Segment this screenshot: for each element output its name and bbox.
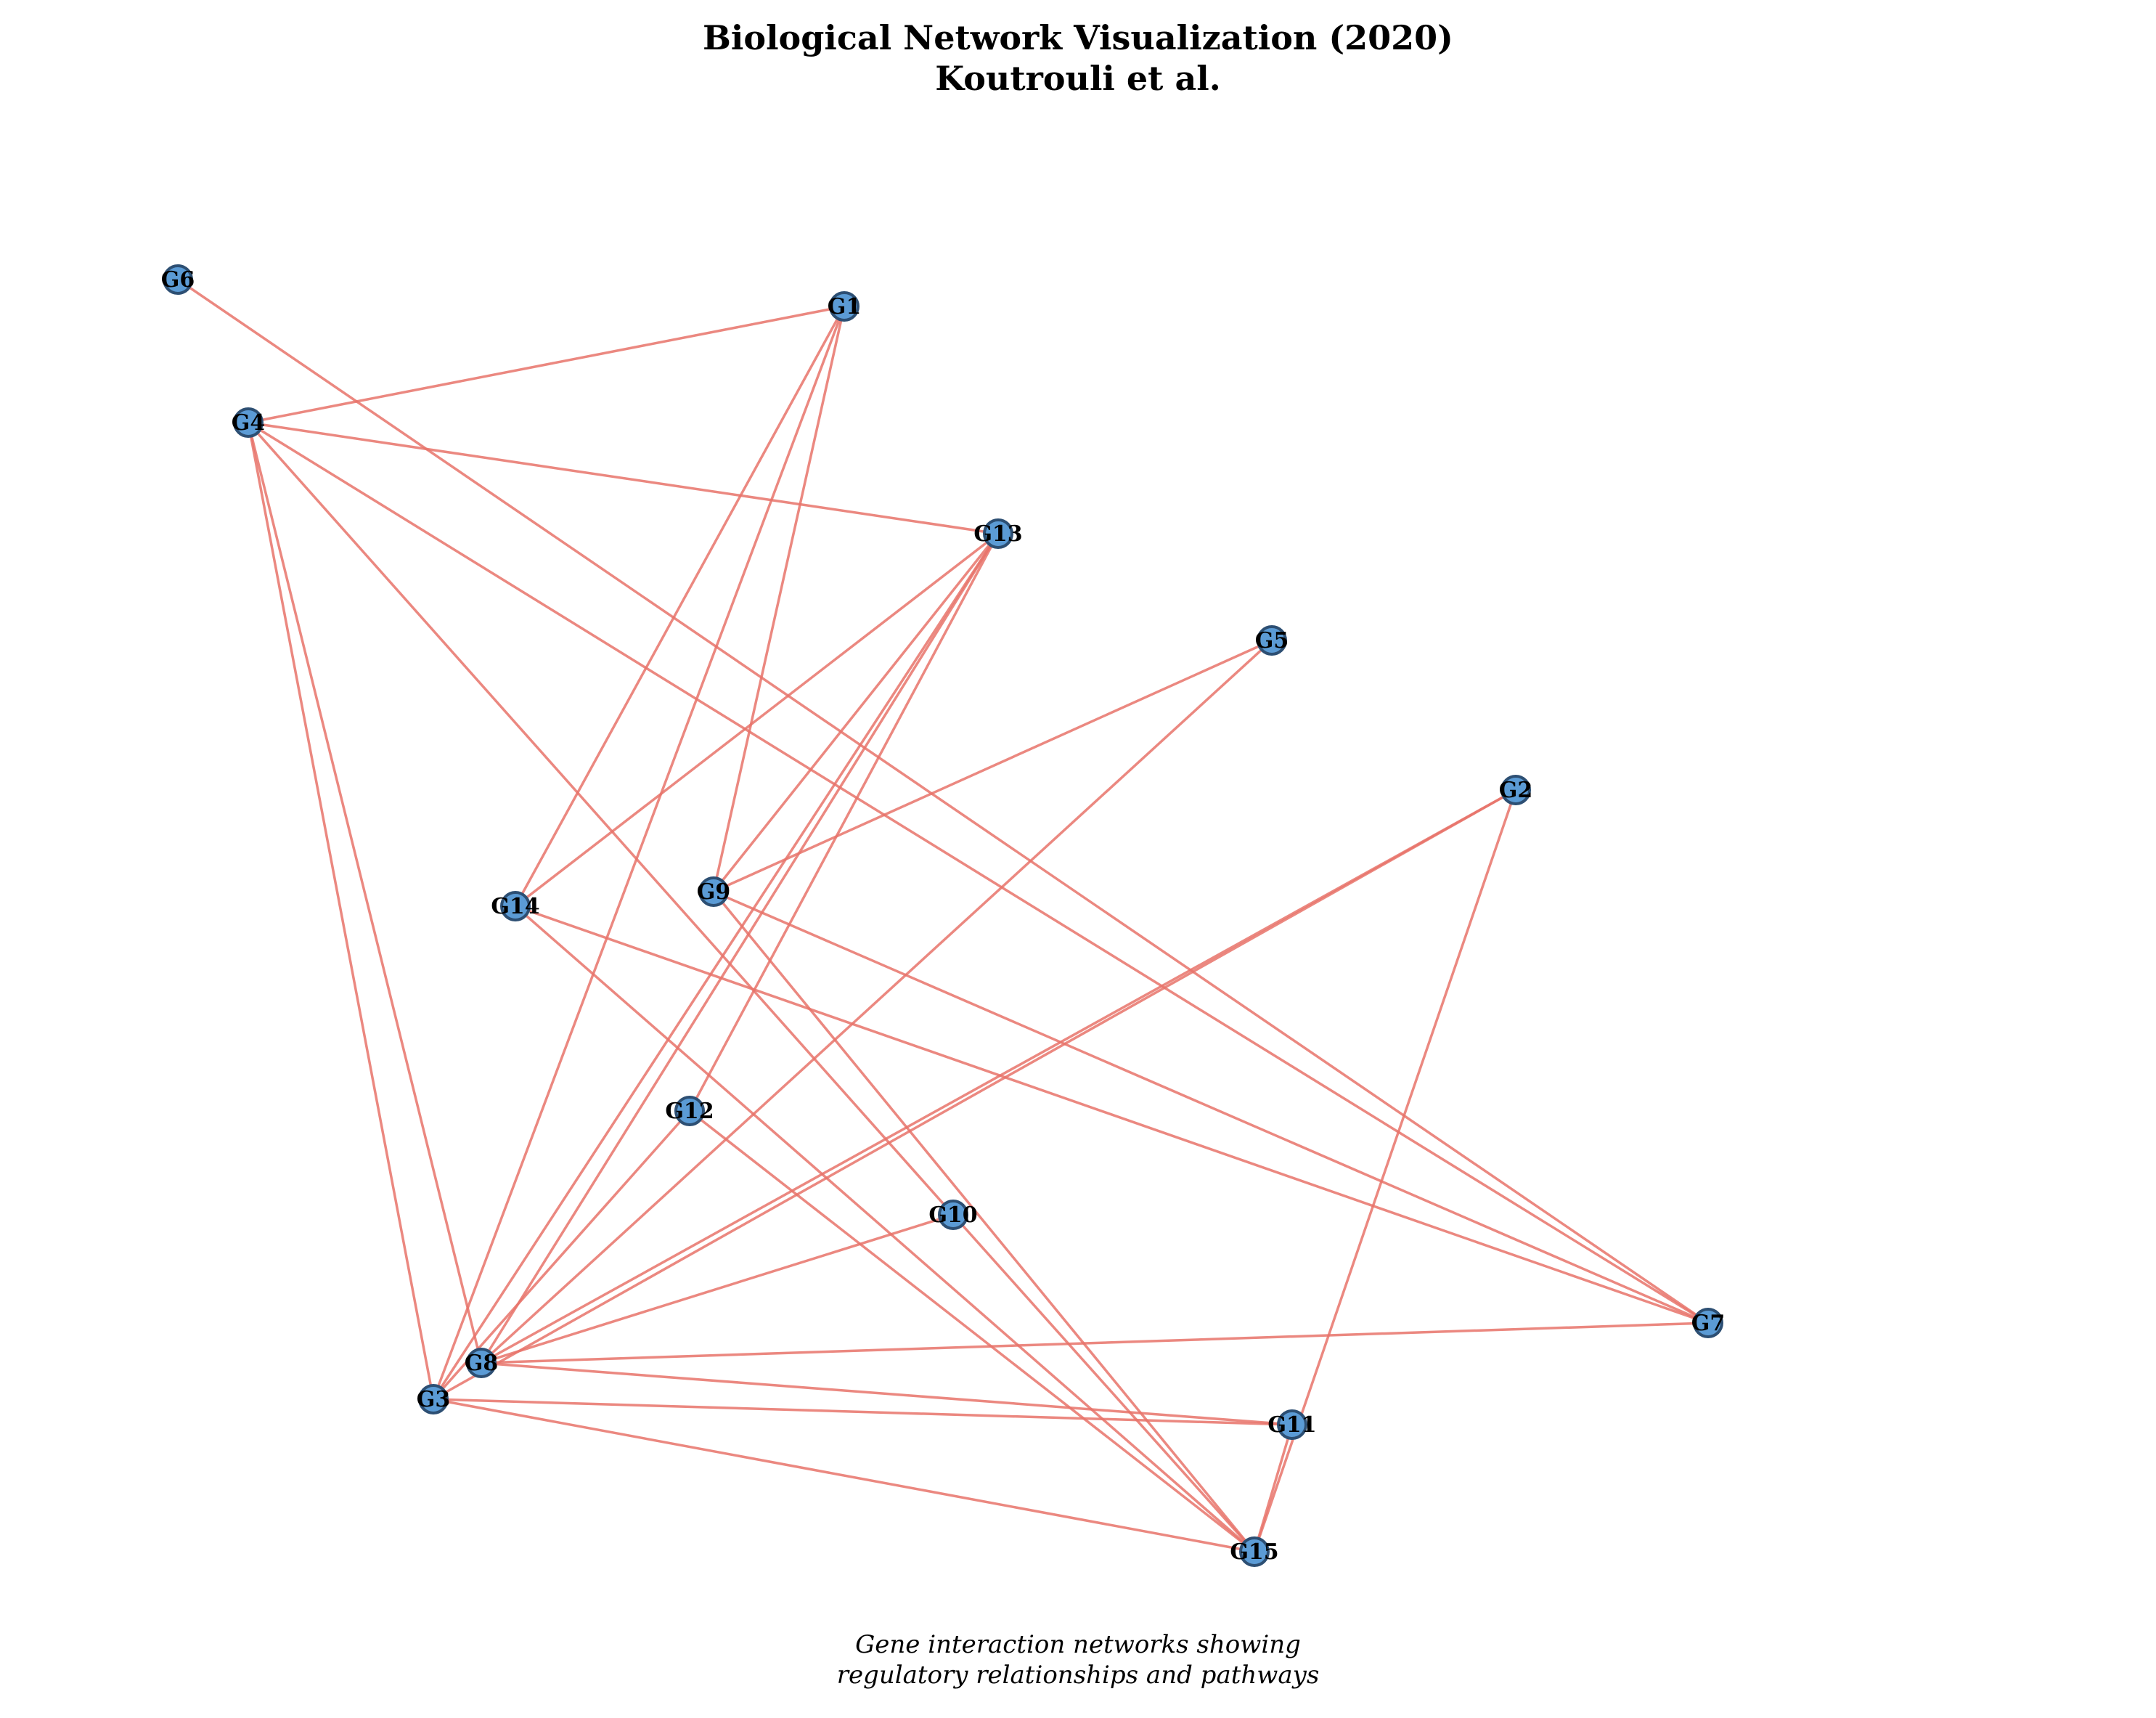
edges-layer: [177, 278, 1709, 1553]
node-g14: G14: [491, 891, 540, 921]
node-g15: G15: [1230, 1536, 1279, 1567]
node-circle-g9: [698, 876, 729, 907]
node-circle-g15: [1239, 1536, 1270, 1567]
edge-g13-g12: [688, 533, 1000, 1112]
edge-g4-g13: [248, 421, 999, 535]
node-g5: G5: [1255, 625, 1289, 656]
edge-g13-g3: [432, 533, 1000, 1400]
node-circle-g13: [983, 518, 1013, 549]
caption-line2: regulatory relationships and pathways: [837, 1661, 1320, 1690]
edge-g3-g11: [433, 1398, 1293, 1426]
node-g3: G3: [417, 1384, 451, 1414]
node-label-g7: G7: [1691, 1311, 1726, 1336]
edge-g4-g1: [248, 305, 845, 424]
node-label-g9: G9: [697, 879, 731, 905]
node-circle-g7: [1693, 1308, 1723, 1338]
caption-line1: Gene interaction networks showing: [855, 1630, 1301, 1659]
edge-g13-g9: [712, 532, 1000, 893]
edge-g10-g15: [952, 1213, 1256, 1553]
edge-g6-g7: [177, 278, 1709, 1324]
edge-g14-g7: [515, 905, 1709, 1324]
node-circle-g10: [938, 1200, 968, 1230]
node-g8: G8: [465, 1348, 499, 1378]
node-circle-g3: [418, 1384, 449, 1414]
node-label-g4: G4: [232, 410, 266, 436]
edge-g13-g14: [514, 532, 1000, 908]
node-label-g3: G3: [417, 1387, 451, 1412]
node-circle-g11: [1277, 1409, 1307, 1440]
node-label-g5: G5: [1255, 628, 1289, 654]
node-circle-g12: [674, 1096, 705, 1126]
node-label-g12: G12: [665, 1099, 714, 1124]
edge-g1-g14: [514, 306, 846, 907]
node-g9: G9: [697, 876, 731, 907]
node-label-g10: G10: [928, 1202, 977, 1228]
node-g4: G4: [232, 407, 266, 438]
edge-g13-g8: [480, 533, 1000, 1364]
node-label-g1: G1: [828, 294, 862, 319]
node-circle-g6: [163, 264, 193, 295]
edge-g4-g3: [247, 422, 435, 1400]
node-g13: G13: [973, 518, 1023, 549]
edge-g5-g8: [480, 639, 1273, 1364]
node-g1: G1: [828, 291, 862, 322]
edge-g2-g3: [433, 789, 1516, 1401]
node-g7: G7: [1691, 1308, 1726, 1338]
node-circle-g4: [233, 407, 264, 438]
edge-g8-g11: [481, 1361, 1293, 1426]
node-label-g14: G14: [491, 894, 539, 919]
node-circle-g14: [500, 891, 531, 921]
edge-g8-g7: [481, 1322, 1709, 1364]
node-label-g11: G11: [1267, 1412, 1316, 1438]
edge-g9-g15: [712, 890, 1256, 1553]
node-label-g6: G6: [161, 267, 195, 293]
edge-g5-g9: [713, 639, 1273, 893]
edge-g1-g3: [432, 306, 846, 1400]
edge-g1-g9: [712, 306, 846, 892]
node-circle-g5: [1257, 625, 1287, 656]
edge-g9-g7: [713, 890, 1709, 1324]
node-label-g8: G8: [465, 1351, 499, 1376]
node-circle-g8: [466, 1348, 497, 1378]
edge-g12-g15: [688, 1110, 1256, 1553]
edge-g4-g7: [248, 421, 1709, 1324]
node-label-g2: G2: [1499, 778, 1533, 803]
figure-title-line2: Koutrouli et al.: [935, 59, 1221, 98]
node-label-g13: G13: [973, 521, 1022, 547]
node-g10: G10: [928, 1200, 978, 1230]
edge-g4-g8: [247, 422, 483, 1364]
node-g6: G6: [161, 264, 195, 295]
edge-g2-g8: [481, 789, 1516, 1364]
edge-g4-g10: [247, 421, 955, 1216]
node-label-g15: G15: [1230, 1539, 1278, 1565]
node-circle-g2: [1500, 775, 1531, 805]
figure-title-line1: Biological Network Visualization (2020): [703, 18, 1453, 57]
node-g11: G11: [1267, 1409, 1317, 1440]
node-g12: G12: [665, 1096, 714, 1126]
edge-g10-g8: [481, 1213, 954, 1364]
edge-g11-g15: [1253, 1424, 1294, 1552]
node-g2: G2: [1499, 775, 1533, 805]
node-circle-g1: [829, 291, 859, 322]
edge-g3-g15: [433, 1398, 1255, 1553]
nodes-layer: G1 G2 G3 G4 G5 G6 G7 G8 G9 G10 G11 G12 G13 G14 G15: [161, 264, 1726, 1567]
edge-g14-g15: [514, 905, 1256, 1553]
